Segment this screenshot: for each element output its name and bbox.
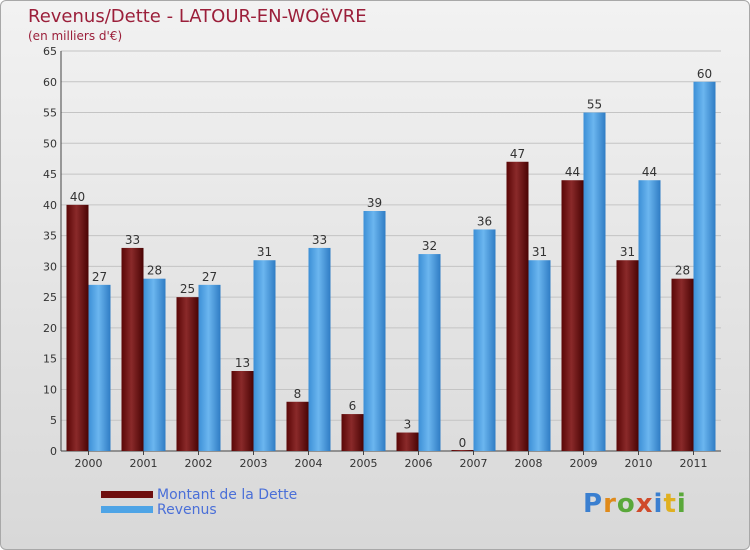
x-tick-label: 2007 bbox=[460, 457, 488, 470]
data-label-revenus: 60 bbox=[697, 67, 712, 81]
data-label-revenus: 33 bbox=[312, 233, 327, 247]
legend-swatch-revenus bbox=[101, 506, 153, 513]
data-label-revenus: 27 bbox=[202, 270, 217, 284]
y-tick-label: 60 bbox=[43, 76, 57, 89]
data-label-dette: 8 bbox=[294, 387, 302, 401]
x-tick-label: 2004 bbox=[295, 457, 323, 470]
bar-revenus bbox=[308, 247, 331, 451]
bar-revenus bbox=[418, 254, 441, 451]
legend-item-dette: Montant de la Dette bbox=[101, 486, 298, 503]
data-label-revenus: 31 bbox=[532, 245, 547, 259]
data-label-dette: 31 bbox=[620, 245, 635, 259]
data-label-dette: 44 bbox=[565, 165, 580, 179]
bar-dette bbox=[561, 180, 584, 451]
legend-label-revenus: Revenus bbox=[157, 501, 217, 518]
y-tick-label: 15 bbox=[43, 353, 57, 366]
bar-revenus bbox=[88, 284, 111, 451]
data-label-dette: 0 bbox=[459, 436, 467, 450]
y-tick-label: 65 bbox=[43, 45, 57, 58]
x-tick-label: 2011 bbox=[680, 457, 708, 470]
bar-revenus bbox=[583, 112, 606, 452]
y-tick-label: 45 bbox=[43, 168, 57, 181]
bar-revenus bbox=[638, 180, 661, 451]
data-label-revenus: 39 bbox=[367, 196, 382, 210]
data-label-revenus: 55 bbox=[587, 98, 602, 112]
legend-item-revenus: Revenus bbox=[101, 501, 297, 518]
x-tick-label: 2009 bbox=[570, 457, 598, 470]
y-axis-ticks: 0 5 10 15 20 25 30 35 40 45 50 55 60 65 bbox=[43, 45, 57, 458]
bar-dette bbox=[286, 401, 309, 451]
bar-revenus bbox=[693, 81, 716, 452]
logo-letter: t bbox=[663, 489, 677, 519]
x-tick-label: 2003 bbox=[240, 457, 268, 470]
x-tick-label: 2000 bbox=[75, 457, 103, 470]
data-label-revenus: 28 bbox=[147, 264, 162, 278]
data-label-dette: 6 bbox=[349, 399, 357, 413]
data-label-dette: 28 bbox=[675, 264, 690, 278]
proxiti-logo: Proxiti bbox=[583, 489, 687, 519]
legend-label-dette: Montant de la Dette bbox=[157, 486, 298, 503]
data-label-dette: 13 bbox=[235, 356, 250, 370]
bar-revenus bbox=[143, 278, 166, 451]
data-label-revenus: 44 bbox=[642, 165, 657, 179]
data-label-dette: 25 bbox=[180, 282, 195, 296]
y-tick-label: 30 bbox=[43, 260, 57, 273]
y-tick-label: 40 bbox=[43, 199, 57, 212]
y-tick-label: 50 bbox=[43, 137, 57, 150]
y-tick-label: 35 bbox=[43, 230, 57, 243]
x-tick-label: 2001 bbox=[130, 457, 158, 470]
y-tick-label: 20 bbox=[43, 322, 57, 335]
y-tick-label: 5 bbox=[50, 414, 57, 427]
bar-dette bbox=[451, 450, 474, 451]
data-label-dette: 33 bbox=[125, 233, 140, 247]
logo-letter: P bbox=[583, 489, 604, 519]
chart-title: Revenus/Dette - LATOUR-EN-WOëVRE bbox=[28, 6, 367, 27]
bar-dette bbox=[121, 247, 144, 451]
bar-revenus bbox=[473, 229, 496, 451]
bar-dette bbox=[671, 278, 694, 451]
logo-letter: i bbox=[676, 489, 687, 519]
x-tick-label: 2010 bbox=[625, 457, 653, 470]
y-tick-label: 10 bbox=[43, 383, 57, 396]
bar-revenus bbox=[198, 284, 221, 451]
x-axis-ticks: 2000 2001 2002 2003 2004 2005 2006 2007 2008 2009… bbox=[75, 451, 708, 470]
bar-dette bbox=[616, 260, 639, 451]
bar-dette bbox=[231, 371, 254, 451]
x-tick-label: 2008 bbox=[515, 457, 543, 470]
data-label-revenus: 36 bbox=[477, 214, 492, 228]
y-tick-label: 25 bbox=[43, 291, 57, 304]
data-label-dette: 47 bbox=[510, 147, 525, 161]
y-tick-label: 0 bbox=[50, 445, 57, 458]
y-tick-label: 55 bbox=[43, 107, 57, 120]
data-label-dette: 40 bbox=[70, 190, 85, 204]
chart-subtitle: (en milliers d'€) bbox=[28, 29, 123, 43]
logo-letter: x bbox=[635, 489, 654, 519]
grid-lines bbox=[60, 50, 721, 452]
bar-revenus bbox=[363, 211, 386, 451]
bar-revenus bbox=[528, 260, 551, 451]
data-label-revenus: 27 bbox=[92, 270, 107, 284]
legend-swatch-dette bbox=[101, 491, 153, 498]
data-label-dette: 3 bbox=[404, 418, 412, 432]
logo-letter: o bbox=[616, 489, 636, 519]
data-label-revenus: 31 bbox=[257, 245, 272, 259]
bar-revenus bbox=[253, 260, 276, 451]
x-tick-label: 2005 bbox=[350, 457, 378, 470]
bars bbox=[66, 81, 716, 452]
legend: Montant de la Dette Revenus bbox=[101, 486, 298, 518]
x-tick-label: 2006 bbox=[405, 457, 433, 470]
x-tick-label: 2002 bbox=[185, 457, 213, 470]
bar-dette bbox=[66, 204, 89, 451]
data-label-revenus: 32 bbox=[422, 239, 437, 253]
bar-dette bbox=[396, 432, 419, 451]
data-labels: 40 27 33 28 25 27 13 31 8 33 6 39 3 32 0 36 47 31 44 55 31 44… bbox=[70, 67, 712, 450]
logo-letter: r bbox=[603, 489, 617, 519]
bar-dette bbox=[506, 161, 529, 451]
bar-dette bbox=[341, 414, 364, 451]
bar-dette bbox=[176, 297, 199, 451]
logo-letter: i bbox=[653, 489, 664, 519]
